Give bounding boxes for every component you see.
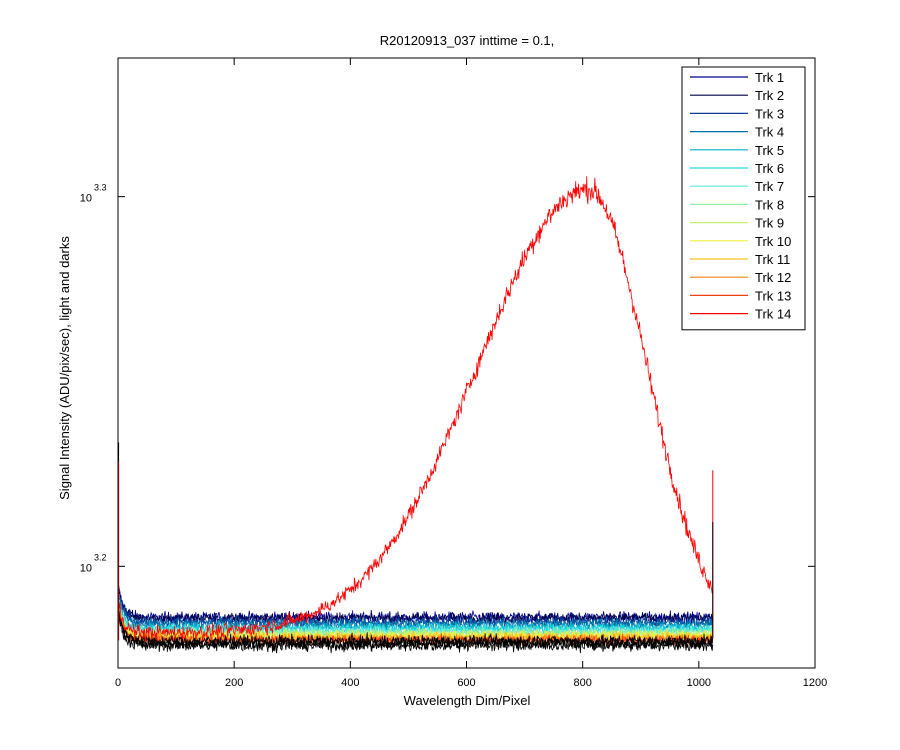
legend-label: Trk 6 xyxy=(755,161,784,176)
x-axis-label: Wavelength Dim/Pixel xyxy=(404,693,531,708)
x-tick-label: 1200 xyxy=(803,677,827,689)
legend-label: Trk 10 xyxy=(755,234,791,249)
x-tick-label: 600 xyxy=(457,677,475,689)
legend-label: Trk 12 xyxy=(755,270,791,285)
legend-label: Trk 7 xyxy=(755,179,784,194)
chart-title: R20120913_037 inttime = 0.1, xyxy=(380,33,555,48)
legend-label: Trk 8 xyxy=(755,197,784,212)
x-tick-label: 0 xyxy=(115,677,121,689)
legend-label: Trk 14 xyxy=(755,307,791,322)
y-tick-exponent: 3.3 xyxy=(94,183,107,193)
series-line-trk-14 xyxy=(118,176,714,641)
x-tick-label: 200 xyxy=(225,677,243,689)
y-tick-exponent: 3.2 xyxy=(94,552,107,562)
series-line-trk-4 xyxy=(118,597,713,631)
x-tick-label: 400 xyxy=(341,677,359,689)
legend-label: Trk 2 xyxy=(755,88,784,103)
x-tick-label: 800 xyxy=(573,677,591,689)
x-tick-label: 1000 xyxy=(687,677,711,689)
legend-label: Trk 3 xyxy=(755,106,784,121)
y-tick-label: 10 xyxy=(80,562,92,574)
legend-label: Trk 5 xyxy=(755,143,784,158)
y-axis-label: Signal Intensity (ADU/pix/sec), light an… xyxy=(57,236,72,500)
legend-label: Trk 11 xyxy=(755,252,790,267)
legend-box xyxy=(681,66,806,331)
legend-label: Trk 1 xyxy=(755,70,784,85)
legend-label: Trk 13 xyxy=(755,288,791,303)
legend-label: Trk 4 xyxy=(755,125,784,140)
dark-trace-3 xyxy=(118,616,714,654)
legend-label: Trk 9 xyxy=(755,216,784,231)
series-line-trk-2 xyxy=(118,590,714,626)
y-tick-label: 10 xyxy=(80,193,92,205)
